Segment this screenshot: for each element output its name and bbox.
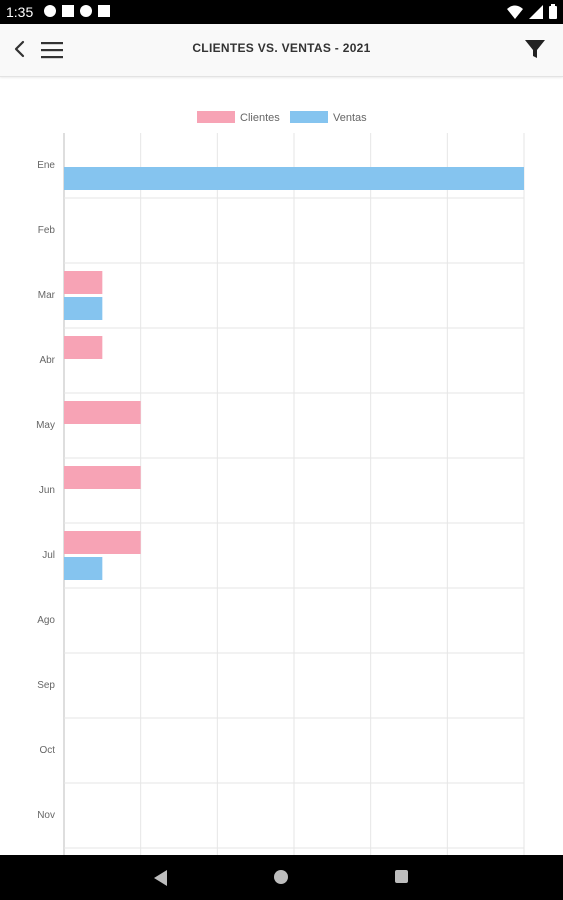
legend-label-clientes: Clientes xyxy=(240,112,280,124)
chart-legend: Clientes Ventas xyxy=(197,111,367,124)
y-tick-label-may: May xyxy=(36,420,55,431)
bar-ventas-mar[interactable] xyxy=(64,297,103,320)
y-tick-label-ago: Ago xyxy=(37,615,55,626)
y-tick-label-abr: Abr xyxy=(39,355,55,366)
battery-icon xyxy=(549,4,557,19)
y-tick-label-oct: Oct xyxy=(39,745,55,756)
nav-back-icon[interactable] xyxy=(154,870,168,886)
filter-icon[interactable] xyxy=(523,37,547,61)
y-tick-label-sep: Sep xyxy=(37,680,55,691)
y-tick-label-jul: Jul xyxy=(42,550,55,561)
y-tick-label-feb: Feb xyxy=(38,225,56,236)
y-tick-label-ene: Ene xyxy=(37,160,55,171)
chart-area: Clientes Ventas Ene Feb Mar Abr May Jun Jul Ago S… xyxy=(0,77,563,855)
y-tick-label-nov: Nov xyxy=(37,810,55,821)
y-tick-label-jun: Jun xyxy=(39,485,55,496)
page-title: CLIENTES VS. VENTAS - 2021 xyxy=(192,41,371,55)
notification-square-icon xyxy=(62,5,74,17)
status-time: 1:35 xyxy=(6,4,34,20)
hamburger-menu-icon[interactable] xyxy=(40,38,64,62)
nav-recents-icon[interactable] xyxy=(395,870,408,883)
legend-swatch-ventas[interactable] xyxy=(290,111,328,123)
status-bar: 1:35 xyxy=(0,0,563,24)
bar-clientes-mar[interactable] xyxy=(64,271,103,294)
bar-clientes-may[interactable] xyxy=(64,401,141,424)
wifi-icon xyxy=(507,5,523,19)
system-navigation-bar xyxy=(0,855,563,900)
legend-label-ventas: Ventas xyxy=(333,112,367,124)
notification-gear-icon xyxy=(80,5,92,17)
back-icon[interactable] xyxy=(8,37,32,61)
y-tick-label-mar: Mar xyxy=(38,290,56,301)
bar-ventas-ene[interactable] xyxy=(64,167,524,190)
cell-signal-icon xyxy=(529,4,543,19)
bar-clientes-jul[interactable] xyxy=(64,531,141,554)
app-bar: CLIENTES VS. VENTAS - 2021 xyxy=(0,24,563,77)
nav-home-icon[interactable] xyxy=(274,870,288,884)
bar-chart: Clientes Ventas Ene Feb Mar Abr May Jun Jul Ago S… xyxy=(36,111,525,855)
chart-bars xyxy=(64,167,524,580)
legend-swatch-clientes[interactable] xyxy=(197,111,235,123)
bar-clientes-abr[interactable] xyxy=(64,336,103,359)
notification-clipboard-icon xyxy=(98,5,110,17)
system-icons xyxy=(507,4,557,19)
chart-grid xyxy=(63,133,525,855)
bar-ventas-jul[interactable] xyxy=(64,557,103,580)
notification-icons xyxy=(44,5,110,17)
chart-axis-labels: Ene Feb Mar Abr May Jun Jul Ago Sep Oct Nov xyxy=(36,160,56,821)
bar-clientes-jun[interactable] xyxy=(64,466,141,489)
notification-app-icon xyxy=(44,5,56,17)
